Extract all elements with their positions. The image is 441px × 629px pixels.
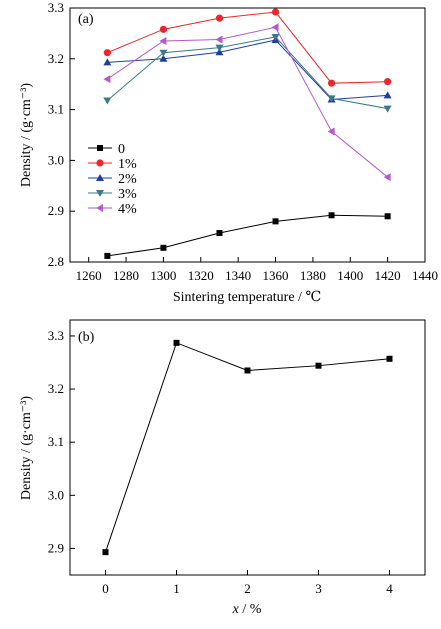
panel-b: (b) 0 1 2 3 4 2.9 3.0 3.1 3.2 3.3 x / % Density /… [19,319,426,617]
x-tick-label-a: 1420 [375,268,401,283]
legend-marker [96,159,104,167]
x-tick-label-b: 3 [315,581,322,596]
data-point-3 [215,44,224,52]
data-point-4 [215,35,223,44]
x-axis-variable-b: x [232,602,240,617]
axes-b: 0 1 2 3 4 2.9 3.0 3.1 3.2 3.3 [48,328,394,596]
panel-label-b: (b) [78,330,95,345]
x-tick-label-b: 2 [244,581,251,596]
legend-label: 2% [118,172,137,187]
data-point-1 [384,78,392,86]
data-point-b [102,549,109,556]
plot-frame-b [69,319,426,576]
legend-label: 4% [118,202,137,217]
series-line-0 [107,214,388,257]
y-tick-label-b: 2.9 [48,540,64,555]
data-point-1 [327,79,336,87]
series-group-a [103,8,392,259]
panel-a: (a) 1260 1280 1300 1320 1340 1360 1380 1400 1420… [19,0,438,305]
x-tick-label-a: 1440 [412,268,438,283]
y-tick-label-a: 2.9 [48,203,64,218]
data-point-2 [215,48,224,56]
y-axis-title-b: Density / (g·cm⁻³) [19,396,34,500]
series-line-3 [107,36,388,110]
x-tick-label-b: 4 [386,581,393,596]
x-tick-label-a: 1260 [76,268,102,283]
data-point-3 [327,95,336,103]
data-point-1 [215,14,224,22]
x-tick-label-a: 1360 [263,268,289,283]
y-tick-label-a: 3.2 [48,51,64,66]
data-point-2 [383,91,392,99]
legend-marker [97,145,103,151]
y-tick-label-b: 3.3 [48,328,64,343]
x-tick-label-a: 1380 [300,268,326,283]
legend-marker [96,174,104,181]
series-line-1 [107,11,388,84]
data-point-0 [384,213,391,220]
data-point-0 [328,212,335,219]
y-tick-label-a: 3.1 [48,102,64,117]
series-line-4 [107,26,388,178]
data-point-3 [383,105,392,113]
series-line-2 [107,39,388,100]
x-tick-label-b: 1 [173,581,180,596]
data-point-4 [327,127,335,136]
x-axis-title-a: Sintering temperature / ℃ [173,290,321,305]
data-point-4 [271,23,279,32]
legend-marker [96,204,103,212]
legend-label: 1% [118,157,137,172]
data-point-b [315,362,322,369]
plot-frame-a [69,7,426,263]
y-tick-label-b: 3.2 [48,381,64,396]
series-line-b [105,342,390,553]
data-point-b [244,367,251,374]
y-tick-label-a: 3.0 [48,152,64,167]
data-point-b [386,355,393,362]
x-tick-label-b: 0 [102,581,109,596]
x-tick-label-a: 1400 [337,268,363,283]
y-tick-label-b: 3.0 [48,487,64,502]
x-axis-title-b: x / % [232,602,262,617]
panel-label-a: (a) [78,12,94,27]
data-point-1 [271,8,280,16]
data-point-b [173,339,180,346]
data-point-0 [104,252,111,259]
y-axis-title-a: Density / (g·cm⁻³) [19,83,34,187]
legend-a: 01%2%3%4% [88,142,137,217]
data-point-3 [159,49,168,57]
data-point-3 [271,33,280,41]
x-tick-label-a: 1280 [113,268,139,283]
data-point-3 [103,97,112,105]
data-point-0 [272,218,279,225]
x-tick-label-a: 1300 [150,268,176,283]
data-point-4 [159,37,167,46]
data-point-2 [159,54,168,62]
data-point-2 [103,58,112,66]
data-point-4 [383,173,391,182]
data-point-0 [160,244,167,251]
data-point-0 [216,230,223,237]
legend-label: 3% [118,187,137,202]
y-tick-label-a: 3.3 [48,0,64,15]
data-point-1 [159,25,168,33]
axes-a: 1260 1280 1300 1320 1340 1360 1380 1400 1420 1440… [48,0,438,283]
legend-label: 0 [118,142,125,157]
series-group-b [102,339,393,556]
x-axis-unit-b: / % [239,602,262,617]
legend-marker [96,190,104,197]
data-point-4 [103,75,111,84]
data-point-1 [103,49,111,57]
y-tick-label-b: 3.1 [48,434,64,449]
y-tick-label-a: 2.8 [48,254,64,269]
x-tick-label-a: 1320 [188,268,214,283]
x-tick-label-a: 1340 [225,268,251,283]
